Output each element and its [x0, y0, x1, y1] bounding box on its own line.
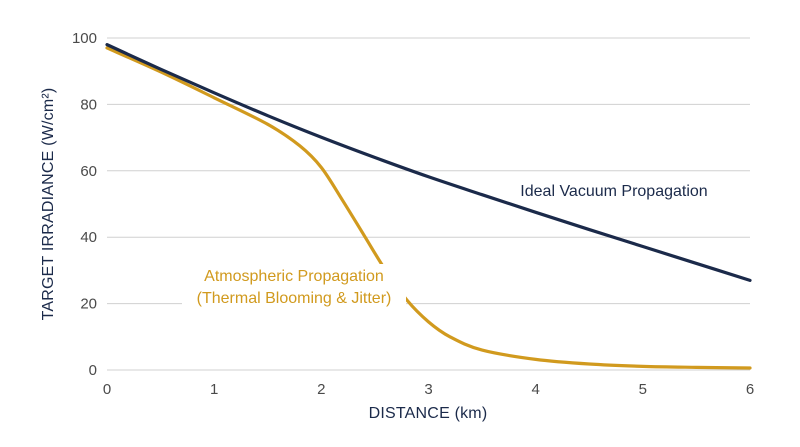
x-tick-label: 1 [210, 381, 218, 398]
y-axis-title: TARGET IRRADIANCE (W/cm²) [40, 88, 57, 321]
x-tick-label: 2 [317, 381, 325, 398]
x-tick-label: 6 [746, 381, 754, 398]
series-label: Ideal Vacuum Propagation [520, 183, 707, 200]
x-tick-label: 3 [424, 381, 432, 398]
series-line-atmospheric [105, 46, 752, 370]
series-lines [105, 43, 752, 370]
axis-ticks: 0 20 40 60 80 100 0 1 2 3 4 5 6 [72, 30, 754, 398]
x-tick-label: 4 [531, 381, 539, 398]
series-label-background [182, 264, 406, 308]
series-label: (Thermal Blooming & Jitter) [197, 290, 392, 307]
y-tick-label: 80 [80, 96, 97, 113]
y-tick-label: 60 [80, 163, 97, 180]
y-tick-label: 20 [80, 296, 97, 313]
x-tick-label: 5 [639, 381, 647, 398]
y-tick-label: 40 [80, 229, 97, 246]
y-tick-label: 100 [72, 30, 97, 47]
series-line-ideal-vacuum [105, 43, 752, 282]
series-labels: Ideal Vacuum Propagation Atmospheric Prop… [182, 183, 708, 308]
x-axis-title: DISTANCE (km) [369, 405, 488, 422]
y-tick-label: 0 [89, 362, 97, 379]
x-tick-label: 0 [103, 381, 111, 398]
series-label: Atmospheric Propagation [204, 268, 384, 285]
